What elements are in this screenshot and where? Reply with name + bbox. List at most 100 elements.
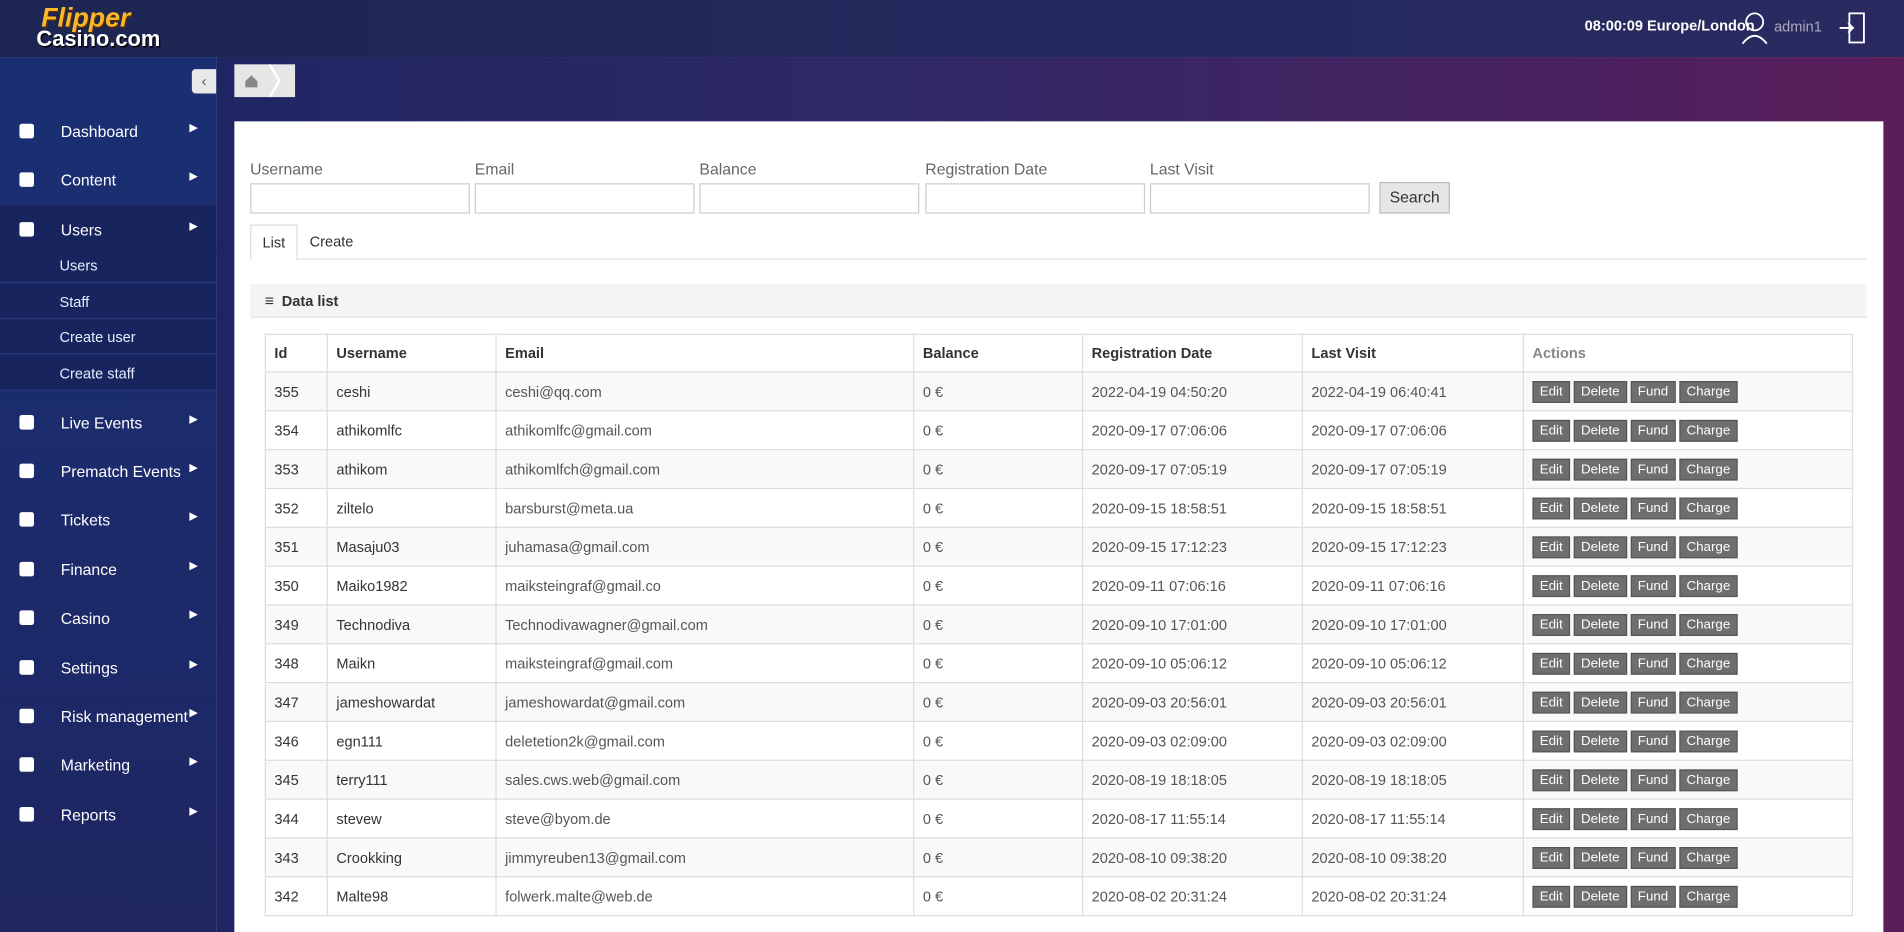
action-button[interactable]: Fund (1630, 419, 1676, 442)
action-button[interactable]: Delete (1573, 652, 1627, 675)
menu-icon (19, 708, 35, 724)
menu-item[interactable]: Reports ▶ (0, 790, 216, 839)
action-button[interactable]: Delete (1573, 458, 1627, 480)
table-cell: 2020-09-03 20:56:01 (1301, 682, 1524, 723)
table-cell: 350 (264, 565, 328, 606)
submenu-item[interactable]: Create user (0, 319, 217, 355)
action-button[interactable]: Charge (1679, 768, 1738, 791)
action-button[interactable]: Charge (1679, 846, 1738, 869)
action-button[interactable]: Delete (1573, 807, 1627, 830)
collapse-button[interactable]: ‹ (191, 69, 217, 94)
search-button[interactable]: Search (1379, 182, 1450, 214)
action-button[interactable]: Fund (1630, 807, 1676, 830)
logout-icon[interactable] (1838, 11, 1867, 45)
action-button[interactable]: Charge (1679, 419, 1738, 442)
menu-item[interactable]: Prematch Events ▶ (0, 447, 216, 496)
action-button[interactable]: Edit (1532, 496, 1571, 519)
menu-item[interactable]: Marketing ▶ (0, 741, 216, 790)
menu-item[interactable]: Content ▶ (0, 156, 216, 205)
action-button[interactable]: Charge (1679, 458, 1738, 480)
action-button[interactable]: Fund (1630, 613, 1676, 636)
table-cell: 2020-09-17 07:06:06 (1301, 410, 1524, 451)
action-button[interactable]: Edit (1532, 729, 1571, 752)
action-button[interactable]: Edit (1532, 419, 1571, 442)
action-button[interactable]: Delete (1573, 496, 1627, 519)
action-button[interactable]: Fund (1630, 652, 1676, 675)
menu-item[interactable]: Users ▶ (0, 204, 217, 254)
menu-item[interactable]: Finance ▶ (0, 545, 216, 594)
action-button[interactable]: Fund (1630, 458, 1676, 480)
action-button[interactable]: Fund (1630, 380, 1676, 403)
menu-item[interactable]: Tickets ▶ (0, 496, 216, 545)
avatar-icon[interactable] (1740, 11, 1769, 45)
action-button[interactable]: Charge (1679, 574, 1738, 597)
action-button[interactable]: Charge (1679, 691, 1738, 713)
action-button[interactable]: Edit (1532, 652, 1571, 675)
logo-top[interactable]: Flipper (41, 2, 131, 33)
filter-input[interactable] (474, 183, 695, 214)
action-button[interactable]: Delete (1573, 574, 1627, 597)
action-button[interactable]: Charge (1679, 535, 1738, 558)
table-cell: 2020-09-17 07:06:06 (1081, 410, 1303, 451)
action-button[interactable]: Delete (1573, 885, 1627, 908)
table-cell: 344 (264, 798, 328, 839)
header-row: Id Username Email Balance Registration Date L… (264, 333, 1854, 373)
action-button[interactable]: Delete (1573, 691, 1627, 713)
action-button[interactable]: Delete (1573, 613, 1627, 636)
action-button[interactable]: Edit (1532, 846, 1571, 869)
action-button[interactable]: Edit (1532, 613, 1571, 636)
action-button[interactable]: Fund (1630, 535, 1676, 558)
menu-item[interactable]: Risk management ▶ (0, 692, 216, 741)
table-cell: 2020-09-10 17:01:00 (1081, 604, 1303, 645)
action-button[interactable]: Fund (1630, 729, 1676, 752)
action-button[interactable]: Edit (1532, 768, 1571, 791)
breadcrumb[interactable] (234, 63, 296, 98)
filter-input[interactable] (250, 183, 470, 214)
action-button[interactable]: Delete (1573, 535, 1627, 558)
action-button[interactable]: Fund (1630, 574, 1676, 597)
action-button[interactable]: Edit (1532, 535, 1571, 558)
action-button[interactable]: Charge (1679, 613, 1738, 636)
username[interactable]: admin1 (1774, 18, 1822, 36)
action-button[interactable]: Edit (1532, 807, 1571, 830)
action-button[interactable]: Edit (1532, 458, 1571, 480)
submenu-item[interactable]: Create staff (0, 355, 217, 391)
filter-input[interactable] (1149, 183, 1370, 214)
action-button[interactable]: Fund (1630, 885, 1676, 908)
action-button[interactable]: Edit (1532, 574, 1571, 597)
column-header: Balance (913, 333, 1084, 373)
table-cell: maiksteingraf@gmail.co (495, 565, 915, 606)
action-button[interactable]: Fund (1630, 768, 1676, 791)
action-button[interactable]: Delete (1573, 729, 1627, 752)
action-button[interactable]: Delete (1573, 419, 1627, 442)
submenu-label: Create user (59, 329, 136, 347)
action-button[interactable]: Charge (1679, 729, 1738, 752)
action-button[interactable]: Charge (1679, 652, 1738, 675)
table-cell: 0 € (913, 410, 1084, 451)
action-button[interactable]: Edit (1532, 380, 1571, 403)
action-button[interactable]: Fund (1630, 691, 1676, 713)
action-button[interactable]: Delete (1573, 380, 1627, 403)
filter-input[interactable] (699, 183, 920, 214)
action-button[interactable]: Delete (1573, 768, 1627, 791)
action-button[interactable]: Fund (1630, 496, 1676, 519)
action-button[interactable]: Edit (1532, 885, 1571, 908)
table-cell: 0 € (913, 487, 1084, 528)
menu-item[interactable]: Settings ▶ (0, 643, 216, 692)
submenu-item[interactable]: Users (0, 247, 217, 283)
action-button[interactable]: Fund (1630, 846, 1676, 869)
submenu-item[interactable]: Staff (0, 283, 217, 319)
action-button[interactable]: Delete (1573, 846, 1627, 869)
action-button[interactable]: Charge (1679, 885, 1738, 908)
menu-item[interactable]: Casino ▶ (0, 594, 216, 643)
menu-item[interactable]: Live Events ▶ (0, 398, 216, 447)
action-button[interactable]: Charge (1679, 496, 1738, 519)
tab[interactable]: List (250, 224, 298, 261)
logo-bottom[interactable]: Casino.com (36, 26, 161, 51)
menu-item[interactable]: Dashboard ▶ (0, 107, 216, 156)
action-button[interactable]: Charge (1679, 380, 1738, 403)
tab[interactable]: Create (309, 232, 354, 250)
filter-input[interactable] (925, 183, 1146, 214)
action-button[interactable]: Charge (1679, 807, 1738, 830)
action-button[interactable]: Edit (1532, 691, 1571, 713)
